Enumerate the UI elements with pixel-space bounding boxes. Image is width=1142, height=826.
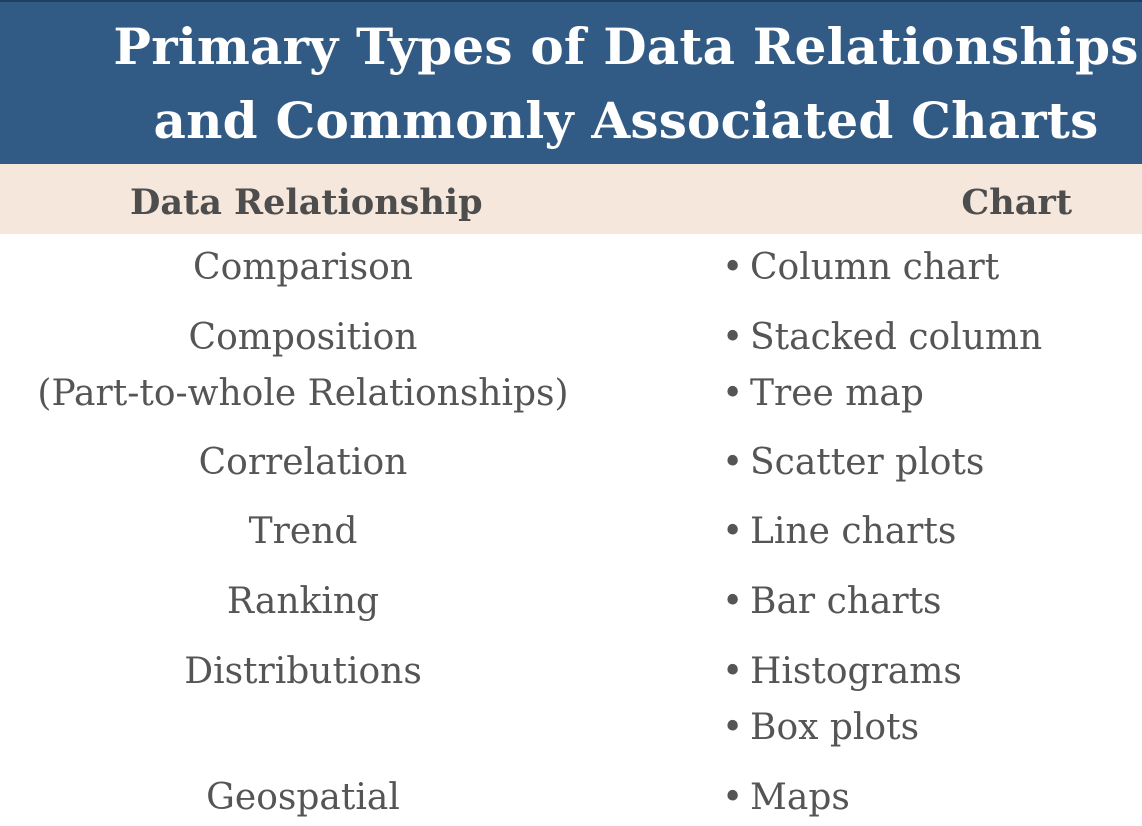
- relationship-distributions: Distributions: [184, 651, 422, 692]
- relationship-geospatial: Geospatial: [206, 777, 400, 818]
- header-chart: Chart: [961, 182, 1072, 223]
- chart-item: • Line charts: [722, 514, 956, 550]
- bullet-icon: •: [722, 651, 744, 692]
- bullet-icon: •: [722, 247, 744, 288]
- title-line-2: and Commonly Associated Charts: [153, 91, 1099, 150]
- bullet-icon: •: [722, 581, 744, 622]
- bullet-icon: •: [722, 511, 744, 552]
- chart-label: Column chart: [750, 247, 1000, 288]
- chart-item: • Maps: [722, 780, 850, 816]
- bullet-icon: •: [722, 707, 744, 748]
- table-header: Data Relationship Chart: [0, 164, 1142, 234]
- bullet-icon: •: [722, 373, 744, 414]
- chart-item: • Scatter plots: [722, 445, 984, 481]
- chart-label: Box plots: [750, 707, 920, 748]
- chart-item: • Tree map: [722, 376, 924, 412]
- header-data-relationship: Data Relationship: [130, 182, 483, 223]
- chart-item: • Stacked column: [722, 320, 1042, 356]
- relationship-composition: Composition: [188, 317, 418, 358]
- bullet-icon: •: [722, 777, 744, 818]
- relationship-comparison: Comparison: [193, 247, 413, 288]
- chart-label: Histograms: [750, 651, 962, 692]
- chart-item: • Column chart: [722, 250, 999, 286]
- chart-label: Tree map: [750, 373, 924, 414]
- bullet-icon: •: [722, 317, 744, 358]
- chart-item: • Bar charts: [722, 584, 942, 620]
- relationship-composition-note: (Part-to-whole Relationships): [37, 373, 569, 414]
- chart-label: Bar charts: [750, 581, 942, 622]
- chart-item: • Box plots: [722, 710, 919, 746]
- chart-label: Line charts: [750, 511, 957, 552]
- chart-label: Maps: [750, 777, 850, 818]
- chart-label: Scatter plots: [750, 442, 985, 483]
- chart-item: • Histograms: [722, 654, 962, 690]
- title-banner: Primary Types of Data Relationships and …: [0, 0, 1142, 164]
- relationship-ranking: Ranking: [226, 581, 380, 622]
- bullet-icon: •: [722, 442, 744, 483]
- title-line-1: Primary Types of Data Relationships: [113, 17, 1139, 76]
- relationship-correlation: Correlation: [198, 442, 408, 483]
- chart-label: Stacked column: [750, 317, 1043, 358]
- relationship-trend: Trend: [248, 511, 358, 552]
